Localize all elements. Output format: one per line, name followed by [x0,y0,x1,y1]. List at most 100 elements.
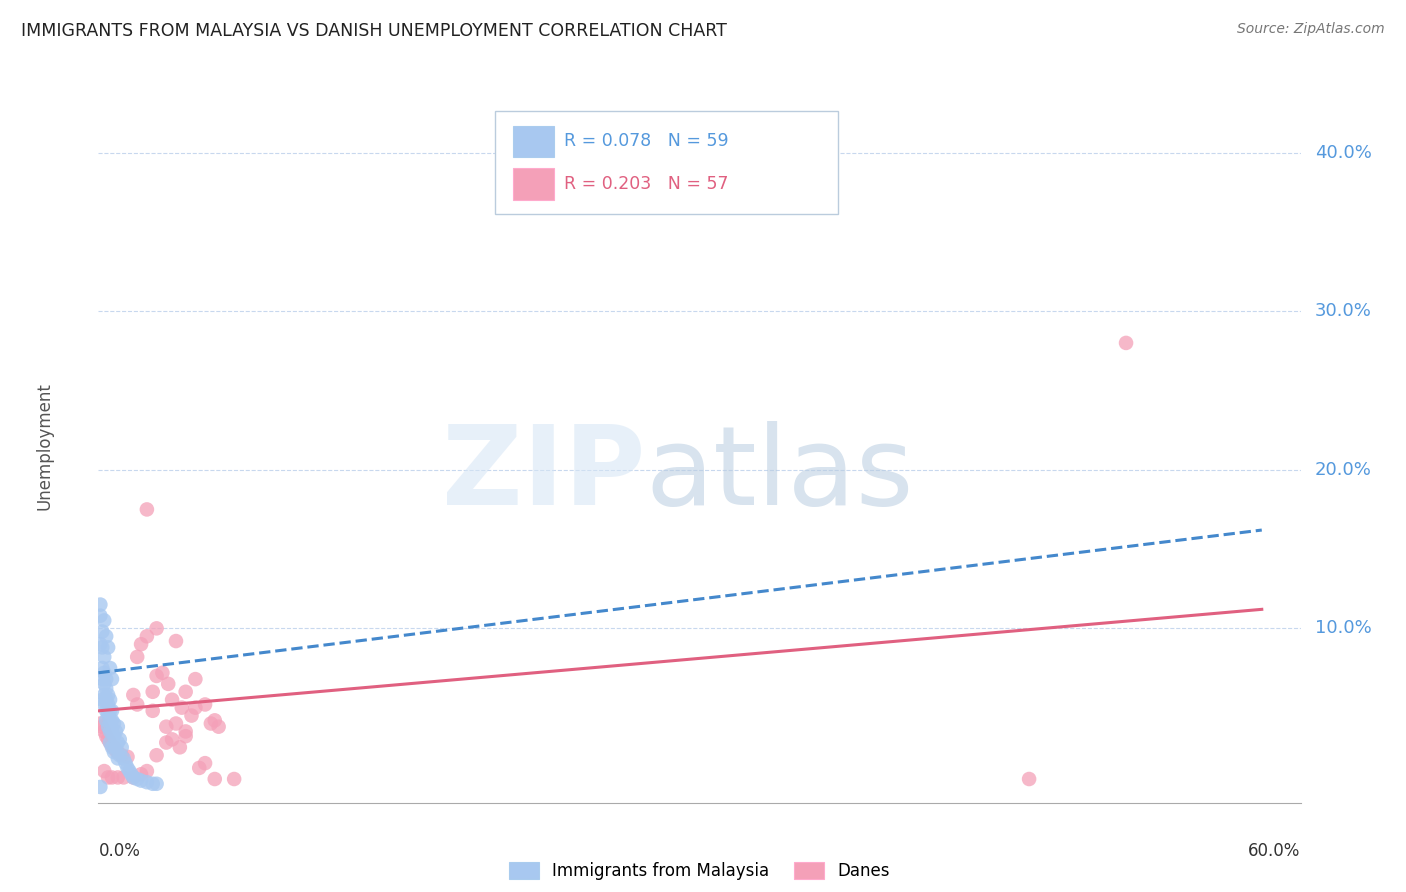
Point [142,685,165,699]
Point [184,700,207,714]
Point [97,771,120,785]
Point [1018,772,1040,786]
Point [103,745,125,759]
Point [127,772,149,786]
Point [91,720,114,734]
Point [89,608,111,623]
Point [97,706,120,721]
Point [93,764,115,778]
Point [145,621,167,635]
Text: 30.0%: 30.0% [1315,302,1372,320]
Point [129,637,152,651]
Point [129,773,152,788]
Point [142,777,165,791]
Point [103,729,125,743]
Point [174,685,197,699]
Point [107,735,129,749]
Point [169,740,191,755]
Point [180,708,202,723]
Point [184,672,207,686]
Point [93,677,115,691]
Point [135,502,157,516]
Text: IMMIGRANTS FROM MALAYSIA VS DANISH UNEMPLOYMENT CORRELATION CHART: IMMIGRANTS FROM MALAYSIA VS DANISH UNEMP… [21,22,727,40]
Point [204,714,226,728]
Point [97,640,120,655]
Point [129,767,152,781]
Point [157,677,180,691]
Point [112,751,135,765]
Point [107,720,129,734]
Point [93,649,115,664]
Point [98,704,121,718]
Point [98,714,121,728]
Point [155,720,177,734]
Point [91,640,114,655]
Point [93,698,115,712]
Point [96,729,118,743]
Point [194,698,217,712]
Point [101,739,124,753]
Text: 0.0%: 0.0% [98,842,141,860]
Point [104,724,127,739]
Point [96,704,118,718]
Point [104,740,127,755]
Point [152,665,174,680]
Point [96,672,118,686]
FancyBboxPatch shape [513,169,554,200]
Point [127,649,149,664]
Point [101,771,124,785]
Point [145,669,167,683]
Point [89,598,111,612]
Point [98,735,121,749]
FancyBboxPatch shape [513,126,554,157]
Point [97,698,120,712]
Point [111,748,134,763]
Point [145,748,167,763]
Point [93,665,115,680]
Point [91,661,114,675]
Point [104,743,127,757]
Point [96,692,118,706]
Point [135,764,157,778]
Point [117,749,139,764]
Point [117,761,139,775]
Point [97,688,120,702]
Point [127,698,149,712]
Text: R = 0.078   N = 59: R = 0.078 N = 59 [564,132,728,150]
Text: Source: ZipAtlas.com: Source: ZipAtlas.com [1237,22,1385,37]
Text: 10.0%: 10.0% [1315,619,1372,638]
Point [91,624,114,639]
Point [165,634,187,648]
Point [111,740,134,755]
Point [108,732,131,747]
Point [200,716,222,731]
Point [107,771,129,785]
Point [174,729,197,743]
Point [98,692,121,706]
Point [108,748,131,763]
Point [208,720,231,734]
Point [103,716,125,731]
Point [98,735,121,749]
Text: 40.0%: 40.0% [1315,144,1372,161]
Point [97,732,120,747]
Point [101,740,124,755]
Point [103,740,125,755]
Point [165,716,187,731]
Text: ZIP: ZIP [441,421,645,528]
Text: atlas: atlas [645,421,914,528]
Point [101,714,124,728]
Point [160,692,183,706]
Point [107,751,129,765]
Point [174,724,197,739]
Point [135,629,157,643]
Point [91,672,114,686]
Point [97,720,120,734]
Text: R = 0.203   N = 57: R = 0.203 N = 57 [564,175,728,193]
Point [155,735,177,749]
Text: 20.0%: 20.0% [1315,461,1372,479]
Text: 60.0%: 60.0% [1249,842,1301,860]
Point [204,772,226,786]
Point [118,764,141,778]
Point [188,761,211,775]
